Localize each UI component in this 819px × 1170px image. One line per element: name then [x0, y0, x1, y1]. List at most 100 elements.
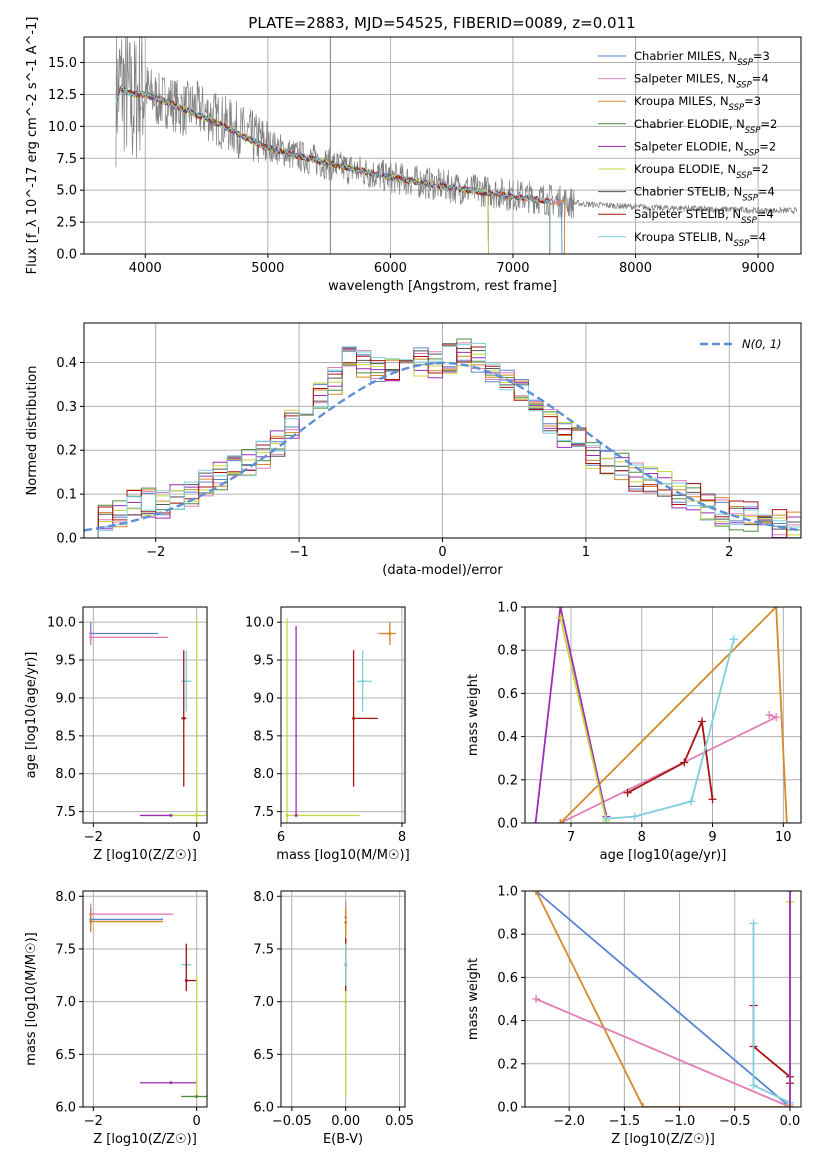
x-tick-label: 8 [638, 830, 646, 845]
data-point [195, 813, 199, 817]
plus-marker [729, 635, 738, 644]
plus-marker [639, 1103, 648, 1107]
y-tick-label: 0.2 [56, 444, 77, 459]
legend-label: Salpeter MILES, NSSP=4 [634, 72, 769, 91]
y-tick-label: 7.5 [56, 152, 77, 167]
plus-marker [782, 819, 791, 823]
axes-frame [280, 606, 406, 824]
x-tick-label: 0.00 [331, 1114, 360, 1129]
y-tick-label: 10.0 [48, 120, 77, 135]
plot-area [532, 891, 794, 1107]
y-tick-label: 8.0 [253, 890, 274, 905]
panel-mass-weight-vs-Z: −2.0 −1.5 −1.0 −0.5 0.0 0.0 0.2 0.4 0.6 0.8 1.0 Z [… [466, 885, 802, 1147]
data-point [169, 813, 173, 817]
y-tick-label: 10.0 [47, 616, 76, 631]
legend-subscript: SSP [742, 194, 758, 204]
legend-label: Salpeter ELODIE, NSSP=2 [634, 139, 776, 158]
y-tick-label: 0.0 [56, 532, 77, 547]
plot-area [115, 37, 798, 254]
y-tick-label: 0.4 [56, 356, 77, 371]
y-tick-label: 8.0 [55, 767, 76, 782]
x-tick-label: −0.5 [719, 1114, 751, 1129]
y-tick-label: 8.0 [55, 890, 76, 905]
plus-marker [772, 607, 781, 611]
y-axis-label: mass weight [466, 674, 481, 756]
panel-mass-vs-EBV: −0.05 0.00 0.05 6.0 6.5 7.0 7.5 8.0 E(B-V) [253, 890, 414, 1147]
weight-line [752, 923, 791, 1104]
legend-subscript: SSP [736, 81, 752, 91]
plus-marker [680, 758, 689, 767]
x-tick-label: 4000 [129, 261, 162, 276]
legend-subscript: SSP [737, 58, 753, 68]
x-tick-label: −2 [146, 545, 165, 560]
plot-area [89, 903, 207, 1098]
plus-marker [630, 812, 639, 821]
x-axis-label: age [log10(age/yr)] [600, 848, 727, 863]
y-axis-label: mass weight [466, 958, 481, 1040]
x-axis-label: Z [log10(Z/Z☉)] [93, 848, 197, 863]
plus-marker [765, 711, 774, 719]
plot-area [531, 607, 791, 823]
weight-line [606, 639, 735, 820]
y-tick-label: 7.5 [253, 805, 274, 820]
data-point [294, 813, 298, 817]
legend-subscript: SSP [744, 148, 760, 158]
data-point [361, 679, 365, 683]
axes-frame [83, 322, 802, 539]
y-tick-label: 1.0 [497, 601, 518, 616]
legend-label: Chabrier STELIB, NSSP=4 [634, 185, 775, 204]
x-tick-label: 0.0 [780, 1114, 801, 1129]
weight-line [535, 891, 791, 1107]
grid-lines [83, 891, 207, 1108]
x-axis-label: (data-model)/error [382, 563, 503, 578]
data-point [184, 979, 188, 983]
data-point [184, 679, 188, 683]
x-tick-label: 0 [193, 830, 201, 845]
legend-label: Chabrier MILES, NSSP=3 [634, 49, 770, 68]
plus-marker [687, 797, 696, 806]
legend-subscript: SSP [734, 239, 750, 249]
data-point [352, 716, 356, 720]
x-axis-label: Z [log10(Z/Z☉)] [93, 1132, 197, 1147]
observed-spectrum-line [115, 37, 798, 219]
y-tick-label: 12.5 [48, 88, 77, 103]
legend-label: Kroupa STELIB, NSSP=4 [634, 230, 766, 249]
x-tick-label: 10 [775, 830, 792, 845]
data-point [285, 813, 289, 817]
panel-mass-weight-vs-age: 7 8 9 10 0.0 0.2 0.4 0.6 0.8 1.0 age [log10(age/yr… [466, 601, 802, 863]
y-tick-label: 2.5 [56, 216, 77, 231]
legend-label: N(0, 1) [742, 337, 782, 351]
y-tick-label: 7.5 [55, 805, 76, 820]
x-tick-label: −1.0 [664, 1114, 696, 1129]
legend-label: Kroupa ELODIE, NSSP=2 [634, 162, 769, 181]
residual-histogram [84, 348, 801, 538]
figure-title: PLATE=2883, MJD=54525, FIBERID=0089, z=0… [248, 14, 635, 32]
legend-subscript: SSP [741, 216, 757, 226]
y-axis-label: mass [log10(M/M☉)] [24, 932, 39, 1065]
y-tick-label: 9.0 [253, 691, 274, 706]
data-point [344, 1000, 348, 1004]
y-tick-label: 7.5 [253, 942, 274, 957]
weight-line [559, 607, 788, 823]
data-point [89, 920, 93, 924]
y-tick-label: 0.0 [497, 1101, 518, 1116]
x-tick-label: 8000 [619, 261, 652, 276]
x-tick-label: −0.05 [272, 1114, 312, 1129]
y-tick-label: 8.5 [55, 729, 76, 744]
y-tick-label: 0.6 [497, 687, 518, 702]
legend-nssp-value: =2 [752, 162, 769, 176]
legend-nssp-value: =3 [744, 94, 761, 108]
model-fit-line [115, 83, 551, 254]
y-tick-label: 8.5 [253, 729, 274, 744]
data-point [169, 1081, 173, 1085]
y-tick-label: 0.3 [56, 400, 77, 415]
plot-area [84, 338, 801, 538]
x-axis-label: Z [log10(Z/Z☉)] [611, 1132, 715, 1147]
data-point [344, 921, 348, 925]
y-tick-label: 0.0 [56, 248, 77, 263]
weight-line [627, 718, 714, 800]
axes-frame [524, 890, 802, 1108]
normal-curve [84, 361, 801, 532]
plus-marker [749, 919, 758, 928]
